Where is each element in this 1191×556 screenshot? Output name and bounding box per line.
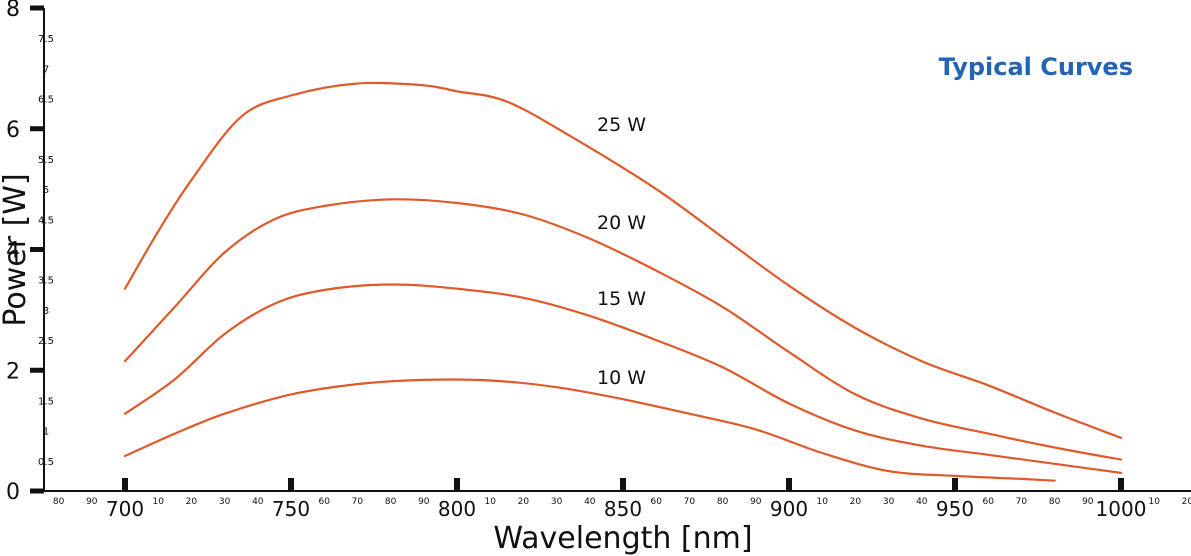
y-minor-ticks: 0.5 1 1.5 2.5 3 3.5 4.5 5 5.5 6.5 7 7.5 <box>38 34 54 468</box>
x-minor-tick-label: 90 <box>86 497 98 507</box>
y-major-tick-label: 8 <box>6 0 20 22</box>
x-major-tick-label: 950 <box>936 497 974 521</box>
x-minor-tick-label: 30 <box>219 497 231 507</box>
series-labels: 25 W 20 W 15 W 10 W <box>597 114 646 389</box>
series-line-25w <box>123 81 1123 439</box>
series-label: 25 W <box>597 114 646 136</box>
x-minor-tick-label: 90 <box>750 497 762 507</box>
series-lines <box>123 81 1123 482</box>
x-major-tick-label: 900 <box>770 497 808 521</box>
x-minor-tick-label: 80 <box>1049 497 1061 507</box>
y-minor-tick-label: 7.5 <box>38 34 54 45</box>
y-major-tick-label: 4 <box>6 239 20 264</box>
x-minor-tick-label: 30 <box>883 497 895 507</box>
y-major-tick-mark <box>30 5 44 11</box>
y-minor-tick-label: 1 <box>43 427 49 438</box>
y-minor-tick-label: 7 <box>43 64 49 75</box>
x-minor-tick-label: 20 <box>1182 497 1191 507</box>
x-minor-tick-label: 40 <box>252 497 264 507</box>
x-major-tick-mark <box>620 478 626 491</box>
x-minor-tick-label: 70 <box>352 497 364 507</box>
x-minor-tick-label: 80 <box>717 497 729 507</box>
y-minor-tick-label: 2.5 <box>38 336 54 347</box>
y-major-tick-mark <box>30 367 44 373</box>
y-major-ticks: 0 2 4 6 8 <box>6 0 44 505</box>
x-minor-tick-label: 70 <box>684 497 696 507</box>
x-minor-tick-label: 60 <box>318 497 330 507</box>
x-major-tick-mark <box>952 478 958 491</box>
y-minor-tick-label: 3 <box>43 306 49 317</box>
x-minor-tick-label: 10 <box>484 497 496 507</box>
x-major-tick-mark <box>454 478 460 491</box>
x-minor-tick-label: 70 <box>1016 497 1028 507</box>
y-minor-tick-label: 3.5 <box>38 276 54 287</box>
y-minor-tick-label: 5.5 <box>38 155 54 166</box>
x-minor-tick-label: 20 <box>518 497 530 507</box>
y-major-tick-mark <box>30 126 44 132</box>
series-line-10w <box>123 378 1056 482</box>
x-major-tick-label: 800 <box>438 497 476 521</box>
x-minor-tick-label: 40 <box>916 497 928 507</box>
x-minor-tick-label: 60 <box>982 497 994 507</box>
y-major-tick-label: 2 <box>6 359 20 384</box>
x-minor-tick-label: 60 <box>650 497 662 507</box>
x-minor-tick-label: 80 <box>385 497 397 507</box>
y-minor-tick-label: 5 <box>43 185 49 196</box>
x-major-tick-label: 750 <box>272 497 310 521</box>
x-minor-tick-label: 10 <box>152 497 164 507</box>
y-minor-tick-label: 0.5 <box>38 457 54 468</box>
x-major-tick-label: 850 <box>604 497 642 521</box>
series-line-15w <box>123 283 1123 474</box>
series-line-20w <box>123 198 1123 461</box>
series-label: 20 W <box>597 212 646 234</box>
chart-title: Typical Curves <box>939 53 1133 81</box>
x-major-tick-label: 700 <box>106 497 144 521</box>
y-major-tick-label: 0 <box>6 480 20 505</box>
x-minor-tick-label: 20 <box>186 497 198 507</box>
x-minor-tick-label: 20 <box>850 497 862 507</box>
y-minor-tick-label: 6.5 <box>38 95 54 106</box>
x-minor-tick-label: 30 <box>551 497 563 507</box>
x-major-ticks: 700 750 800 850 900 950 1000 <box>106 478 1147 521</box>
y-axis-label: Power [W] <box>0 173 33 326</box>
series-label: 10 W <box>597 367 646 389</box>
x-axis-label: Wavelength [nm] <box>493 521 752 556</box>
y-minor-tick-label: 1.5 <box>38 396 54 407</box>
x-major-tick-label: 1000 <box>1096 497 1147 521</box>
x-minor-tick-label: 40 <box>584 497 596 507</box>
x-minor-tick-label: 90 <box>1082 497 1094 507</box>
x-minor-ticks: 80 90 10 20 30 40 60 70 80 90 10 20 30 40 60 70 80 90 10 20… <box>53 497 1191 507</box>
y-major-tick-mark <box>30 488 44 494</box>
x-major-tick-mark <box>122 478 128 491</box>
x-minor-tick-label: 80 <box>53 497 65 507</box>
x-minor-tick-label: 10 <box>1148 497 1160 507</box>
x-major-tick-mark <box>786 478 792 491</box>
series-label: 15 W <box>597 288 646 310</box>
y-major-tick-mark <box>30 247 44 252</box>
x-minor-tick-label: 10 <box>816 497 828 507</box>
x-major-tick-mark <box>288 478 294 491</box>
y-major-tick-label: 6 <box>6 118 20 143</box>
x-minor-tick-label: 90 <box>418 497 430 507</box>
x-major-tick-mark <box>1118 478 1124 491</box>
y-minor-tick-label: 4.5 <box>38 215 54 226</box>
